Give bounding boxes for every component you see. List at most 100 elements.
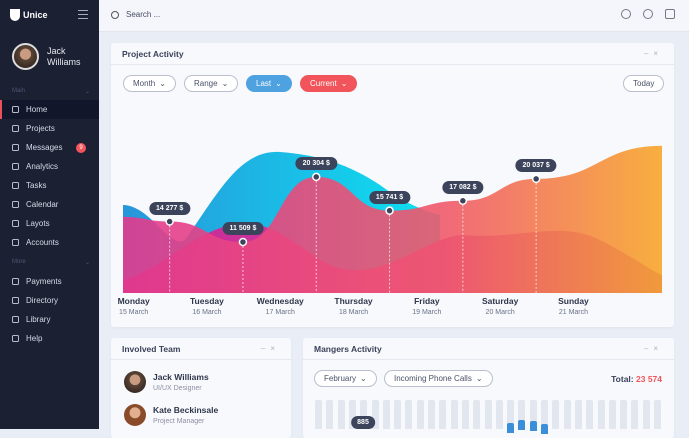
data-label: 15 741 $ [368, 190, 411, 204]
bar-column [337, 400, 345, 429]
bar-column [631, 400, 639, 429]
bar-column [473, 400, 481, 429]
menu-toggle-icon[interactable] [78, 10, 88, 19]
card-controls[interactable]: –× [643, 344, 663, 353]
data-label: 14 277 $ [149, 201, 191, 215]
chevron-down-icon: ⌄ [275, 79, 282, 88]
x-tick-label: Tuesday 16 March [190, 296, 224, 316]
bar-column [507, 400, 515, 429]
bar [518, 420, 526, 430]
projects-icon [12, 125, 19, 132]
calendar-icon [12, 201, 19, 208]
bar-column [597, 400, 605, 429]
bar-column [518, 400, 526, 429]
sidebar-item-library[interactable]: Library [0, 310, 99, 329]
bar-column [484, 400, 492, 429]
bar-column [416, 400, 424, 429]
team-member[interactable]: Kate Beckinsale Project Manager [124, 404, 218, 426]
data-point [458, 196, 468, 206]
library-icon [12, 316, 19, 323]
bar-column [394, 400, 402, 429]
unread-badge: 9 [76, 143, 86, 153]
activity-chart [123, 145, 662, 293]
bar-column [405, 400, 413, 429]
user-first-name: Jack [47, 45, 66, 56]
current-dropdown[interactable]: Current ⌄ [300, 75, 358, 92]
home-icon [12, 106, 19, 113]
card-title: Project Activity [122, 48, 184, 59]
data-label: 20 037 $ [515, 158, 557, 172]
user-profile[interactable]: Jack Williams [12, 43, 81, 70]
bar-column [552, 400, 560, 429]
chevron-down-icon: ⌄ [340, 79, 348, 88]
folder-icon [12, 297, 19, 304]
sidebar-item-layots[interactable]: Layots [0, 214, 99, 233]
last-dropdown[interactable]: Last ⌄ [246, 75, 292, 92]
bar-column [461, 400, 469, 429]
bar-column [642, 400, 650, 429]
sidebar-item-projects[interactable]: Projects [0, 119, 99, 138]
bar [529, 421, 537, 431]
bar [507, 423, 515, 433]
chevron-down-icon: ⌄ [84, 260, 90, 266]
sidebar-item-help[interactable]: Help [0, 329, 99, 348]
total: Total: 23 574 [611, 374, 662, 384]
bar-column [654, 400, 661, 429]
payments-icon [12, 278, 19, 285]
bar [541, 424, 548, 434]
bar-column [439, 400, 447, 429]
chevron-down-icon: ⌄ [475, 374, 483, 383]
team-member[interactable]: Jack Williams UI/UX Designer [124, 371, 209, 393]
bar-column [608, 400, 616, 429]
layouts-icon [12, 220, 19, 227]
sidebar-item-calendar[interactable]: Calendar [0, 195, 99, 214]
month-dropdown[interactable]: February ⌄ [314, 370, 377, 387]
accounts-icon [12, 239, 19, 246]
bar-column [428, 400, 435, 429]
chat-icon [12, 144, 19, 151]
bar-tooltip: 885 [351, 416, 375, 429]
month-dropdown[interactable]: Month ⌄ [123, 75, 176, 92]
bar-column [495, 400, 503, 429]
x-tick-label: Saturday 20 March [481, 296, 519, 316]
sidebar-item-payments[interactable]: Payments [0, 272, 99, 291]
x-tick-label: Sunday 21 March [558, 296, 589, 316]
analytics-icon [12, 163, 19, 170]
logo-icon [10, 9, 20, 21]
settings-icon[interactable] [621, 9, 631, 19]
bar-column [371, 400, 379, 429]
today-button[interactable]: Today [623, 75, 665, 92]
user-last-name: Williams [47, 56, 81, 67]
sidebar-item-home[interactable]: Home [0, 100, 99, 119]
notification-bell-icon[interactable] [643, 9, 653, 19]
lock-icon[interactable] [665, 9, 675, 19]
search-input[interactable]: Search ... [111, 10, 160, 19]
call-type-dropdown[interactable]: Incoming Phone Calls ⌄ [384, 370, 493, 387]
chevron-down-icon: ⌄ [360, 374, 367, 383]
bar-column [315, 400, 322, 429]
bar-column [450, 400, 458, 429]
top-bar: Search ... [99, 0, 689, 32]
section-main[interactable]: Main ⌄ [12, 88, 90, 95]
x-tick-label: Thursday 18 March [334, 296, 373, 316]
data-label: 17 082 $ [442, 180, 484, 194]
avatar [12, 43, 39, 70]
app-logo[interactable]: Unice [10, 9, 48, 21]
card-controls[interactable]: –× [643, 49, 663, 58]
sidebar-item-messages[interactable]: Messages 9 [0, 138, 99, 157]
section-more[interactable]: More ⌄ [12, 259, 90, 266]
avatar [124, 404, 146, 426]
sidebar-item-tasks[interactable]: Tasks [0, 176, 99, 195]
data-label: 11 509 $ [222, 222, 264, 235]
sidebar-item-analytics[interactable]: Analytics [0, 157, 99, 176]
sidebar-item-accounts[interactable]: Accounts [0, 233, 99, 252]
data-point [312, 172, 321, 182]
chevron-down-icon: ⌄ [221, 79, 229, 88]
bar-column [529, 400, 537, 429]
help-icon [12, 335, 19, 342]
bar-column [574, 400, 582, 429]
range-dropdown[interactable]: Range ⌄ [184, 75, 239, 92]
tasks-icon [12, 182, 19, 189]
sidebar-item-directory[interactable]: Directory [0, 291, 99, 310]
card-controls[interactable]: –× [260, 344, 280, 353]
